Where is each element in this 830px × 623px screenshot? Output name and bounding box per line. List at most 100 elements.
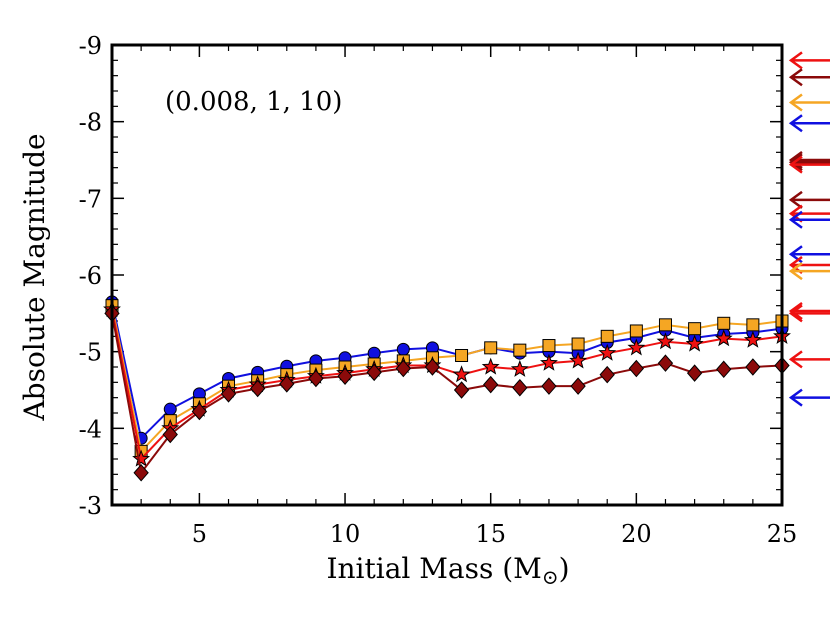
- red-stars-point: [627, 338, 646, 356]
- arrow-head: [788, 155, 803, 174]
- arrow-marker: [788, 350, 830, 369]
- arrow-head: [788, 114, 803, 133]
- red-stars-line: [111, 309, 783, 462]
- orange-squares-point: [542, 339, 556, 353]
- darkred-diamonds-point: [628, 359, 645, 378]
- plot-frame: [110, 43, 784, 507]
- darkred-diamonds-point: [337, 367, 353, 385]
- darkred-diamonds-point: [686, 364, 703, 382]
- orange-squares-point: [571, 337, 585, 351]
- orange-squares-point: [455, 349, 469, 362]
- red-stars-point: [510, 359, 529, 377]
- arrow-head: [788, 153, 803, 172]
- arrow-head: [788, 388, 803, 407]
- arrow-marker: [788, 68, 830, 87]
- arrow-marker: [788, 155, 830, 174]
- tick-labels: 5 10 15 20 25 -3 -4 -5 -6 -7 -8 -9: [79, 32, 798, 548]
- x-tick-label: 20: [621, 520, 652, 548]
- darkred-diamonds-point: [483, 375, 499, 394]
- arrow-marker: [788, 153, 830, 172]
- darkred-diamonds-point: [249, 379, 266, 398]
- darkred-diamonds-point: [308, 369, 324, 388]
- darkred-diamonds-point: [395, 359, 411, 378]
- y-tick-label: -7: [79, 185, 102, 213]
- arrow-marker: [788, 262, 830, 281]
- y-tick-label: -9: [79, 32, 102, 60]
- red-stars-point: [685, 334, 704, 352]
- arrow-head: [788, 51, 803, 70]
- arrow-marker: [788, 51, 830, 70]
- arrow-marker: [788, 190, 830, 209]
- darkred-diamonds-point: [599, 365, 615, 384]
- darkred-diamonds-point: [570, 377, 586, 395]
- darkred-diamonds-point: [191, 402, 208, 421]
- darkred-diamonds-point: [162, 425, 178, 444]
- arrow-marker: [788, 114, 830, 133]
- orange-squares-point: [717, 316, 731, 330]
- darkred-diamonds-point: [366, 363, 382, 382]
- orange-squares-point: [658, 318, 672, 332]
- red-stars-point: [481, 357, 500, 375]
- y-tick-label: -5: [79, 339, 102, 367]
- darkred-diamonds-point: [424, 358, 441, 376]
- darkred-diamonds-point: [279, 375, 295, 393]
- blue-circles-point: [396, 342, 410, 356]
- arrow-head: [788, 210, 803, 229]
- red-stars-point: [743, 330, 762, 348]
- arrow-marker: [788, 210, 830, 229]
- arrow-markers: [788, 51, 830, 407]
- y-tick-label: -4: [79, 415, 102, 443]
- red-stars-point: [656, 332, 675, 350]
- orange-squares-point: [688, 322, 702, 336]
- x-axis-title-close: ): [559, 552, 570, 585]
- x-tick-label: 5: [192, 520, 207, 548]
- series-red-stars: [103, 300, 791, 467]
- y-tick-label: -3: [79, 492, 102, 520]
- red-stars-point: [452, 365, 471, 383]
- x-axis-title: Initial Mass (M⊙): [326, 552, 569, 589]
- red-stars-point: [598, 343, 617, 361]
- red-stars-point: [714, 329, 733, 347]
- arrow-head: [788, 93, 803, 112]
- parameter-annotation: (0.008, 1, 10): [165, 87, 342, 117]
- red-stars-point: [540, 353, 558, 371]
- orange-squares-point: [746, 318, 760, 332]
- arrow-head: [788, 68, 803, 87]
- darkred-diamonds-point: [133, 464, 149, 482]
- orange-squares-point: [484, 341, 498, 355]
- red-stars-point: [132, 449, 151, 467]
- x-tick-label: 10: [330, 520, 361, 548]
- darkred-diamonds-point: [716, 360, 732, 379]
- y-axis-title: Absolute Magnitude: [18, 133, 51, 421]
- arrow-head: [788, 302, 803, 321]
- x-axis-sun-symbol: ⊙: [542, 565, 559, 589]
- darkred-diamonds-point: [220, 385, 237, 403]
- y-tick-label: -6: [79, 262, 102, 290]
- series-darkred-diamonds: [104, 304, 790, 482]
- x-axis-title-text: Initial Mass (M: [326, 552, 541, 585]
- orange-squares-point: [600, 329, 614, 343]
- arrow-marker: [788, 93, 830, 112]
- darkred-diamonds-point: [453, 381, 470, 399]
- y-tick-label: -8: [79, 109, 102, 137]
- red-stars-point: [569, 351, 588, 369]
- darkred-diamonds-point: [657, 354, 674, 372]
- orange-squares-point: [629, 324, 643, 338]
- arrow-head: [788, 350, 803, 369]
- orange-squares-point: [513, 343, 527, 357]
- darkred-diamonds-point: [512, 378, 528, 397]
- arrow-head: [788, 190, 803, 209]
- arrow-marker: [788, 388, 830, 407]
- arrow-marker: [788, 302, 830, 321]
- data-series: [103, 295, 791, 482]
- darkred-diamonds-line: [111, 313, 783, 476]
- x-tick-label: 25: [767, 520, 798, 548]
- darkred-diamonds-point: [745, 358, 761, 376]
- x-tick-label: 15: [475, 520, 506, 548]
- blue-circles-point: [367, 346, 381, 360]
- darkred-diamonds-point: [541, 377, 557, 395]
- arrow-head: [788, 304, 803, 323]
- arrow-head: [788, 262, 803, 281]
- arrow-marker: [788, 304, 830, 323]
